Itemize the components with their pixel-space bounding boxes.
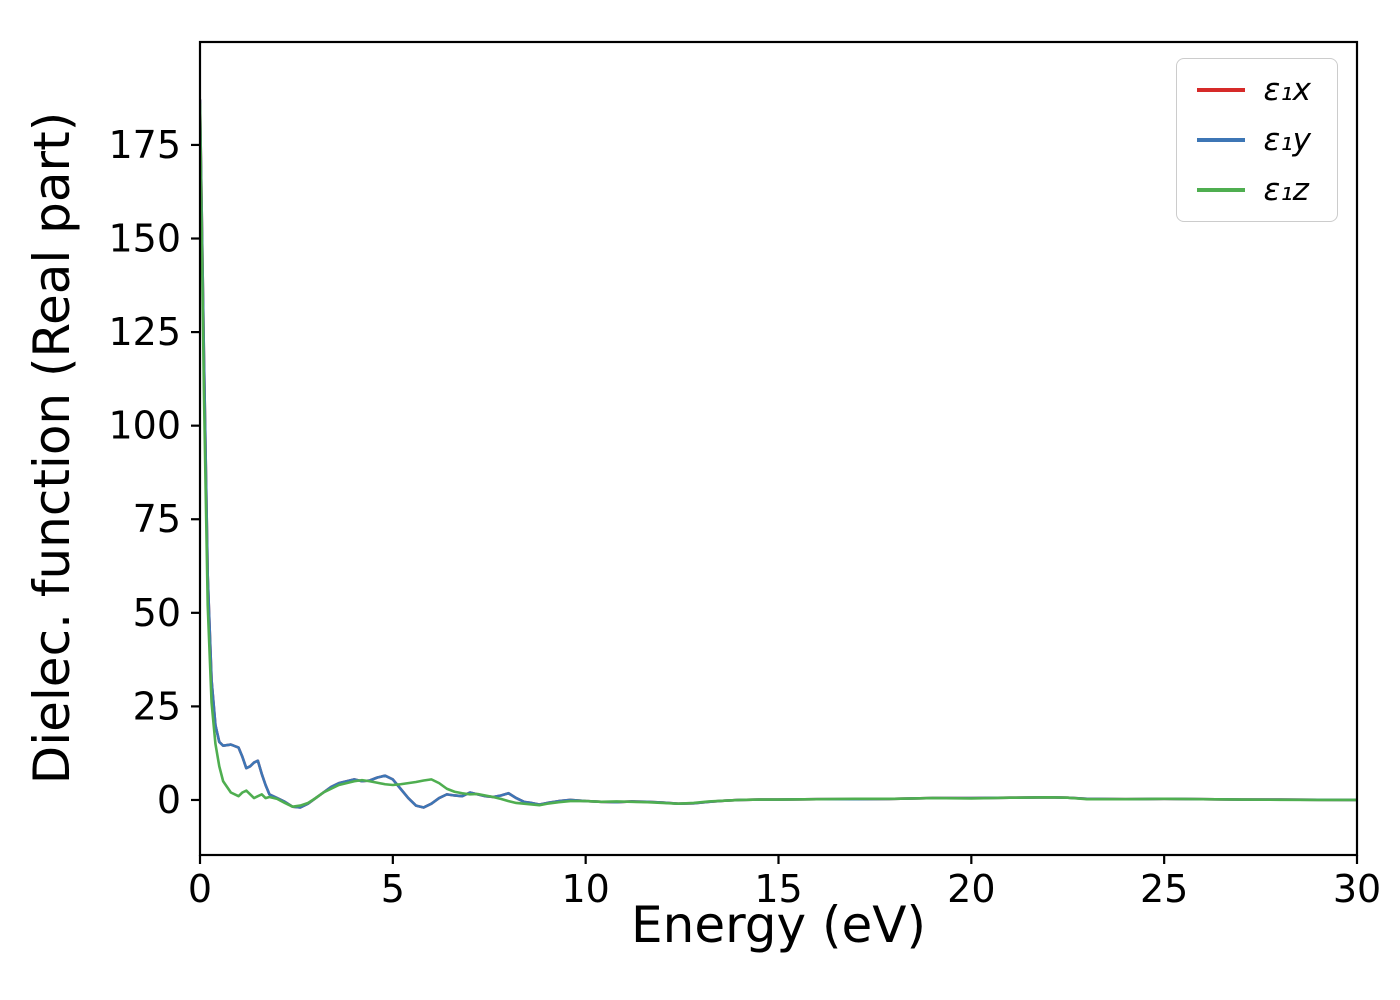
legend-line-swatch-e1x — [1197, 88, 1246, 92]
y-axis-label: Dielec. function (Real part) — [23, 111, 81, 785]
legend-item-e1x: ε₁x — [1197, 73, 1311, 107]
x-tick-label: 25 — [1140, 867, 1188, 911]
y-tick-label: 150 — [108, 217, 181, 261]
y-tick-label: 0 — [157, 778, 181, 822]
legend-label-e1x: ε₁x — [1263, 72, 1311, 108]
y-tick-label: 25 — [133, 684, 181, 728]
x-tick-label: 20 — [947, 867, 995, 911]
axes-frame — [198, 40, 1359, 857]
legend-label-e1y: ε₁y — [1263, 122, 1311, 159]
x-axis-label: Energy (eV) — [631, 896, 926, 954]
x-tick-label: 15 — [754, 867, 802, 911]
legend-line-swatch-e1y — [1197, 138, 1246, 142]
legend-label-e1z: ε₁z — [1263, 172, 1309, 209]
x-tick-label: 30 — [1333, 867, 1381, 911]
series-line-2 — [200, 102, 1357, 809]
legend: ε₁x ε₁y ε₁z — [1176, 58, 1338, 223]
y-tick-label: 75 — [133, 497, 181, 541]
y-tick-label: 125 — [108, 310, 181, 354]
legend-line-swatch-e1z — [1197, 188, 1246, 192]
x-tick-label: 0 — [188, 867, 212, 911]
y-tick-label: 50 — [133, 591, 181, 635]
legend-item-e1y: ε₁y — [1197, 123, 1311, 157]
legend-item-e1z: ε₁z — [1197, 173, 1311, 207]
x-tick-label: 10 — [561, 867, 609, 911]
y-tick-label: 100 — [108, 404, 181, 448]
x-tick-label: 5 — [381, 867, 405, 911]
y-tick-label: 175 — [108, 123, 181, 167]
